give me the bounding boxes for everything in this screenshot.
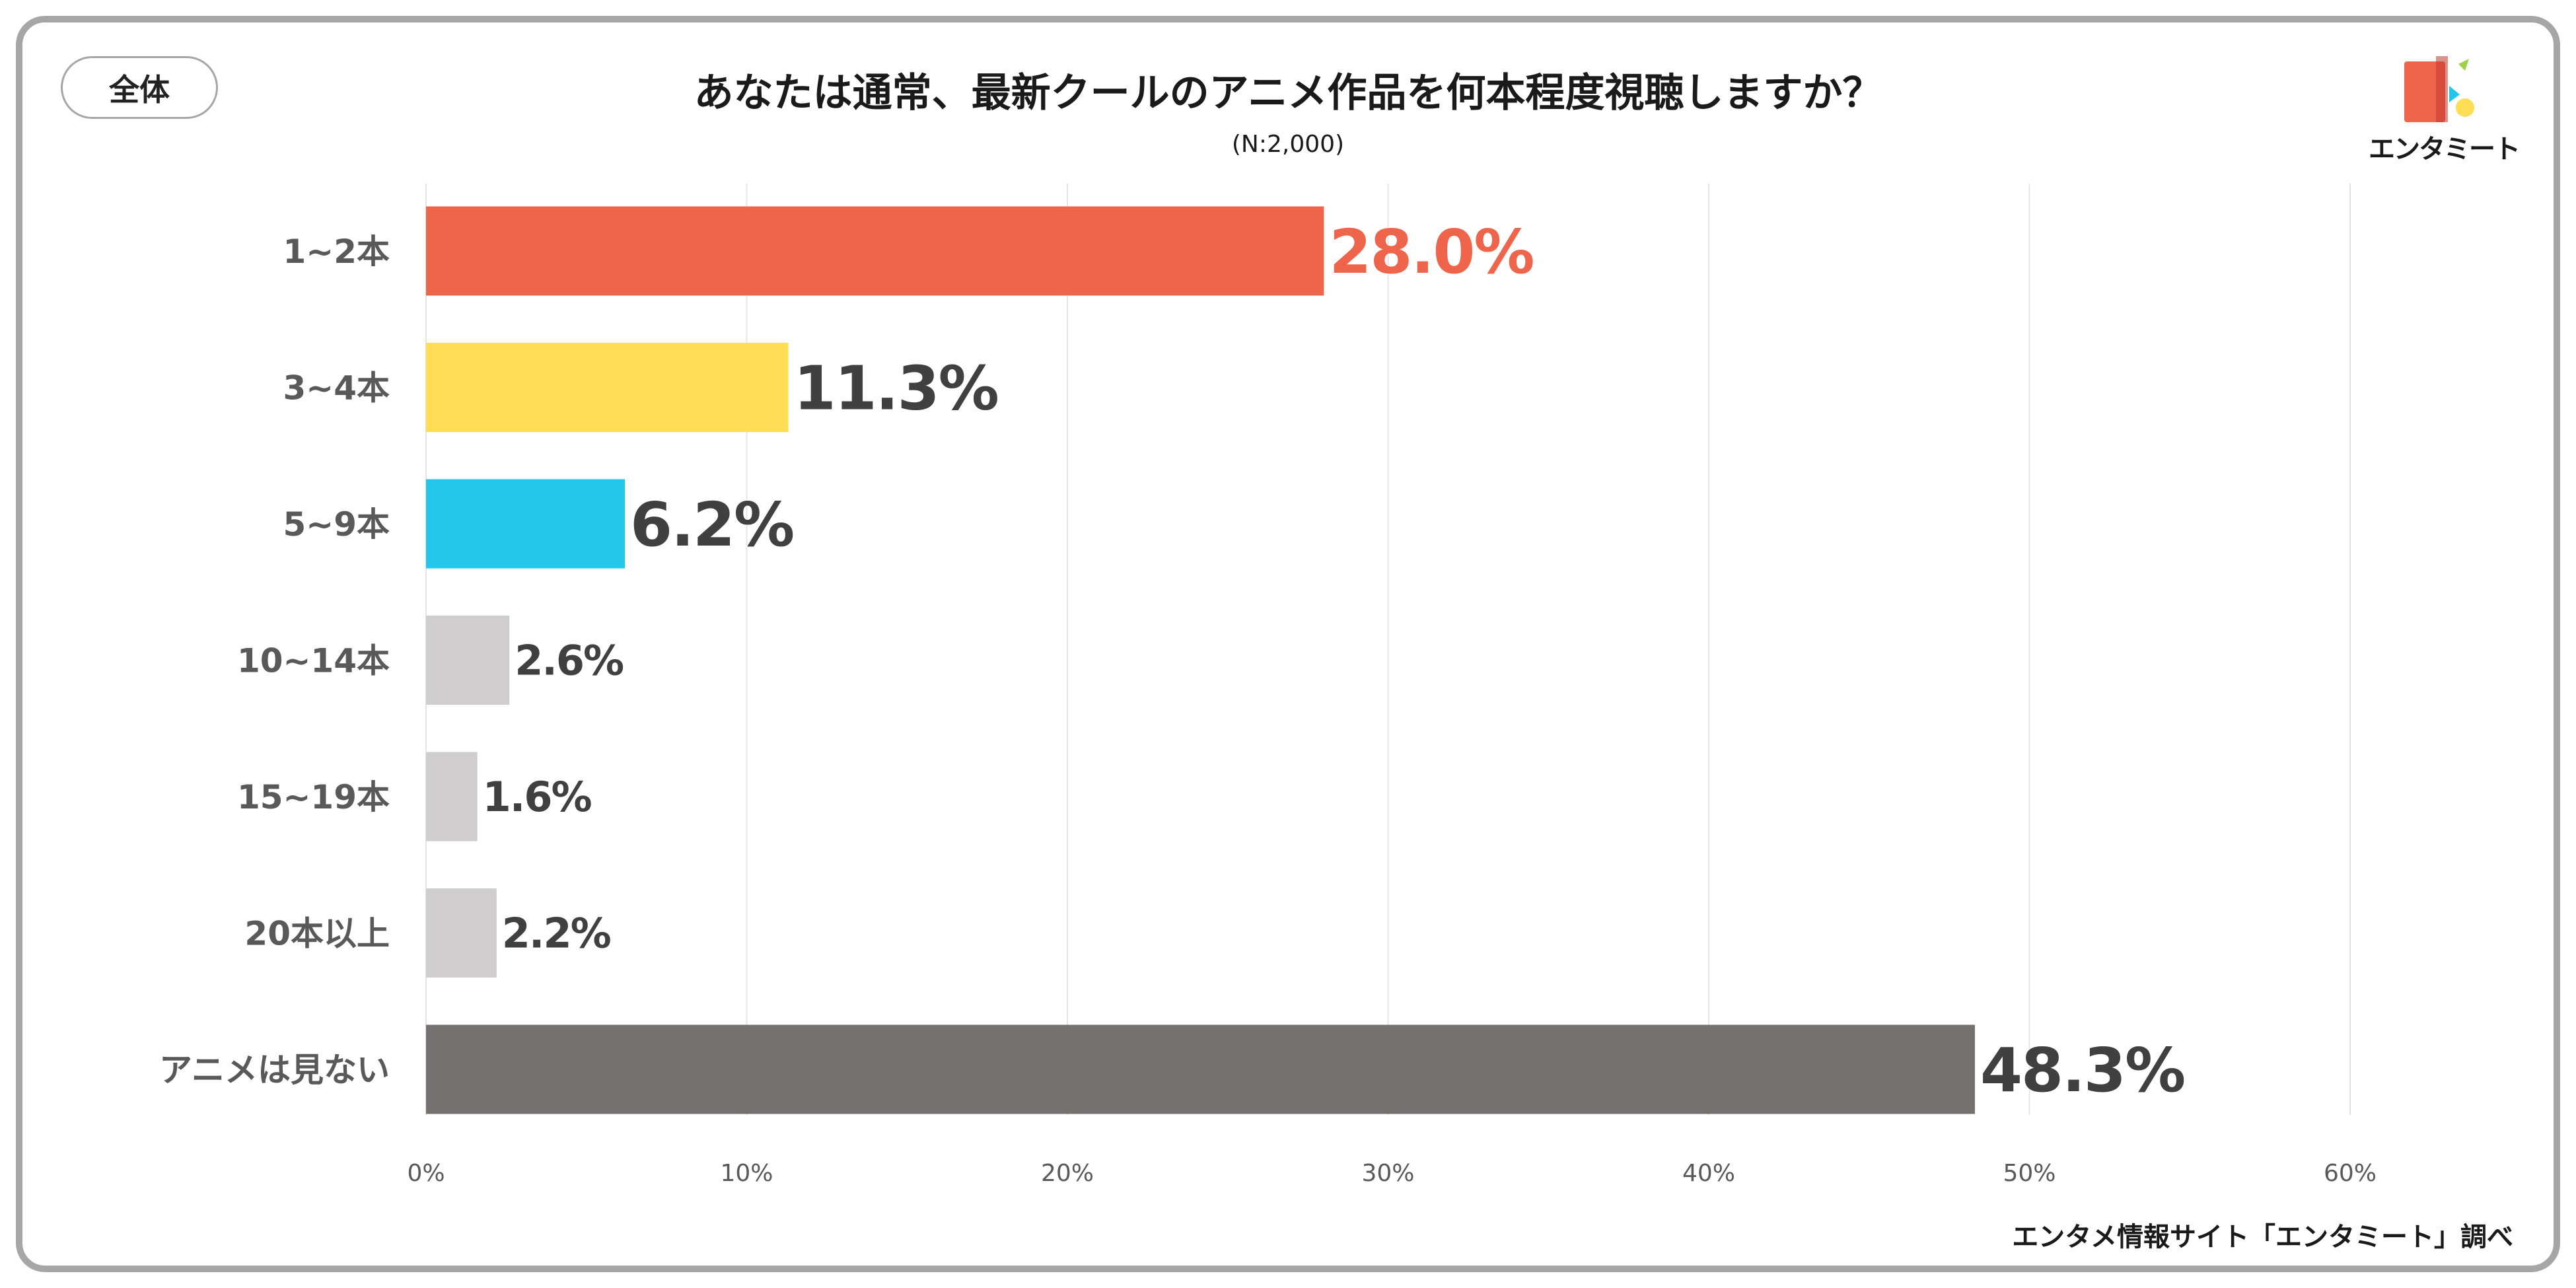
category-label: 15~19本 (237, 778, 390, 816)
bar (426, 206, 1324, 296)
sample-size: (N:2,000) (1231, 131, 1345, 158)
x-tick-label: 40% (1682, 1160, 1735, 1187)
category-label: 10~14本 (237, 642, 390, 680)
bar (426, 752, 478, 841)
category-label: 1~2本 (283, 233, 390, 271)
chart-title: あなたは通常、最新クールのアニメ作品を何本程度視聴しますか？ (694, 70, 1882, 116)
segment-badge: 全体 (61, 56, 218, 119)
value-label: 11.3% (794, 353, 998, 424)
bar (426, 479, 626, 569)
x-tick-label: 30% (1361, 1160, 1414, 1187)
segment-label: 全体 (109, 71, 170, 108)
value-label: 6.2% (630, 489, 793, 560)
bar (426, 616, 510, 705)
value-label: 2.2% (502, 910, 611, 958)
x-tick-label: 60% (2324, 1160, 2377, 1187)
x-tick-label: 10% (720, 1160, 773, 1187)
bar (426, 888, 497, 978)
category-label: 5~9本 (283, 505, 390, 544)
bar (426, 1024, 1975, 1114)
logo-text: エンタミート (2369, 134, 2521, 164)
category-label: アニメは見ない (159, 1051, 390, 1089)
value-label: 2.6% (515, 637, 624, 685)
brand-logo: エンタミート (2368, 56, 2521, 164)
category-label: 3~4本 (283, 369, 390, 408)
bar (426, 343, 789, 432)
x-tick-label: 0% (407, 1160, 445, 1187)
value-label: 28.0% (1329, 217, 1533, 287)
x-tick-label: 50% (2003, 1160, 2056, 1187)
x-tick-label: 20% (1041, 1160, 1094, 1187)
value-label: 48.3% (1980, 1035, 2184, 1106)
source-note: エンタメ情報サイト「エンタミート」調べ (2012, 1222, 2513, 1252)
category-label: 20本以上 (244, 915, 390, 953)
logo-mark-icon (2404, 56, 2474, 122)
value-label: 1.6% (483, 773, 592, 821)
